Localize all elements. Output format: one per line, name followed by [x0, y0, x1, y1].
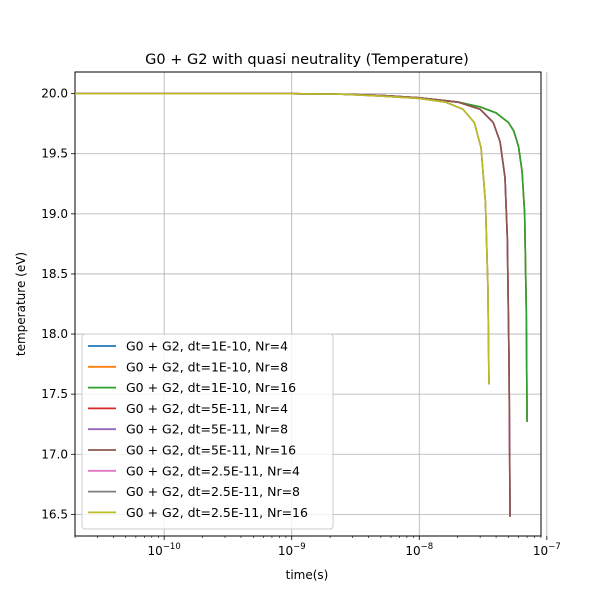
x-axis-ticks: 10−10 10−9 10−8 10−7 [74, 536, 561, 558]
legend-label-5: G0 + G2, dt=5E-11, Nr=8 [126, 422, 288, 437]
legend-label-3: G0 + G2, dt=1E-10, Nr=16 [126, 380, 296, 395]
y-tick-label: 16.5 [41, 507, 68, 521]
legend-items: G0 + G2, dt=1E-10, Nr=4 G0 + G2, dt=1E-10… [88, 339, 308, 520]
x-tick-label: 10−7 [533, 542, 561, 558]
series-line-9 [75, 92, 490, 385]
legend-label-7: G0 + G2, dt=2.5E-11, Nr=4 [126, 463, 300, 478]
legend-label-1: G0 + G2, dt=1E-10, Nr=4 [126, 339, 288, 354]
x-axis-label: time(s) [286, 568, 329, 582]
y-tick-label: 18.5 [41, 267, 68, 281]
y-tick-label: 18.0 [41, 327, 68, 341]
x-tick-label: 10−10 [148, 542, 181, 558]
y-tick-label: 19.0 [41, 207, 68, 221]
y-tick-label: 19.5 [41, 147, 68, 161]
legend-label-8: G0 + G2, dt=2.5E-11, Nr=8 [126, 484, 300, 499]
plot-frame [74, 71, 542, 537]
series-lines [75, 92, 528, 517]
legend-label-9: G0 + G2, dt=2.5E-11, Nr=16 [126, 505, 308, 520]
legend-label-6: G0 + G2, dt=5E-11, Nr=16 [126, 443, 296, 458]
legend-label-4: G0 + G2, dt=5E-11, Nr=4 [126, 401, 288, 416]
legend-box [81, 333, 334, 530]
legend-label-2: G0 + G2, dt=1E-10, Nr=8 [126, 359, 288, 374]
plot-area [74, 71, 542, 537]
y-tick-label: 17.5 [41, 387, 68, 401]
x-tick-label: 10−9 [278, 542, 306, 558]
y-axis-ticks: 16.5 17.0 17.5 18.0 18.5 19.0 19.5 20.0 [41, 87, 75, 521]
legend: G0 + G2, dt=1E-10, Nr=4 G0 + G2, dt=1E-10… [81, 333, 334, 530]
y-tick-label: 20.0 [41, 87, 68, 101]
x-tick-label: 10−8 [405, 542, 433, 558]
y-axis-label: temperature (eV) [14, 252, 28, 356]
y-tick-label: 17.0 [41, 447, 68, 461]
chart-title: G0 + G2 with quasi neutrality (Temperatu… [145, 52, 469, 68]
